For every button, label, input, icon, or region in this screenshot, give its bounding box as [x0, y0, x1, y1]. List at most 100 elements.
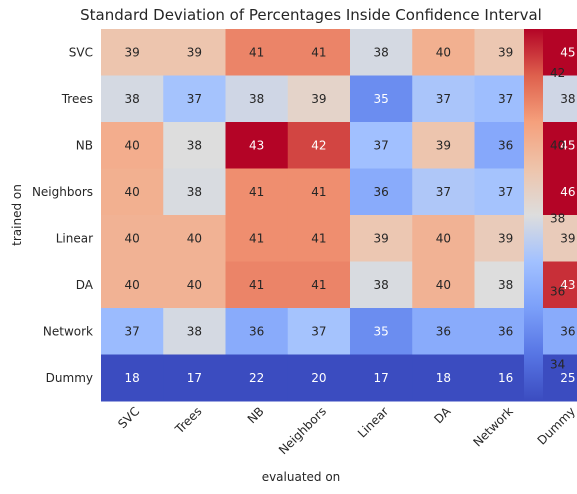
cell-value-label: 36 [560, 324, 575, 338]
y-tick-label: SVC [69, 45, 93, 59]
colorbar-tick-label: 34 [550, 358, 565, 372]
y-tick-label: NB [76, 138, 93, 152]
heatmap-cell [287, 168, 351, 216]
cell-value-label: 41 [249, 45, 264, 59]
cell-value-label: 39 [436, 138, 451, 152]
cell-value-label: 39 [373, 231, 388, 245]
x-tick-label: Linear [355, 404, 391, 440]
heatmap-cell [350, 261, 413, 309]
cell-value-label: 37 [187, 92, 202, 106]
heatmap-cell [225, 261, 289, 309]
heatmap-cell [163, 215, 226, 262]
heatmap-cell [287, 29, 351, 76]
cell-value-label: 43 [560, 278, 575, 292]
heatmap-cell [225, 354, 289, 402]
heatmap-cell [163, 261, 226, 309]
x-tick-label: NB [245, 404, 267, 426]
colorbar-tick-label: 42 [550, 66, 565, 80]
cell-value-label: 37 [373, 138, 388, 152]
cell-value-label: 25 [560, 371, 575, 385]
heatmap-cell [225, 168, 289, 216]
y-tick-label: Trees [61, 92, 93, 106]
cell-value-label: 40 [124, 231, 139, 245]
cell-value-label: 37 [436, 92, 451, 106]
cell-value-label: 41 [249, 278, 264, 292]
heatmap-cell [350, 308, 413, 355]
heatmap-cell [350, 215, 413, 262]
cell-value-label: 38 [560, 92, 575, 106]
cell-value-label: 40 [124, 185, 139, 199]
heatmap-cell [225, 75, 289, 123]
heatmap-cell [101, 29, 164, 76]
heatmap-cells: 39 39 41 41 38 40 39 45 38 37 38 39 35 37 37 38 40 38 43 42… [101, 29, 577, 402]
heatmap-cell [101, 261, 164, 309]
cell-value-label: 36 [249, 324, 264, 338]
cell-value-label: 38 [249, 92, 264, 106]
heatmap-cell [225, 215, 289, 262]
cell-value-label: 39 [311, 92, 326, 106]
heatmap-cell [536, 215, 577, 262]
cell-value-label: 17 [373, 371, 388, 385]
heatmap-cell [536, 75, 577, 123]
y-tick-label: Network [43, 324, 93, 338]
cell-value-label: 18 [436, 371, 451, 385]
heatmap-cell [225, 122, 289, 169]
y-tick-label: DA [76, 278, 94, 292]
cell-value-label: 20 [311, 371, 326, 385]
cell-value-label: 22 [249, 371, 264, 385]
y-axis-label: trained on [10, 184, 24, 246]
heatmap-cell [101, 122, 164, 169]
cell-value-label: 38 [498, 278, 513, 292]
cell-value-label: 38 [187, 185, 202, 199]
heatmap-cell [536, 29, 577, 76]
y-tick-label: Neighbors [32, 185, 93, 199]
cell-value-label: 16 [498, 371, 513, 385]
cell-value-label: 41 [311, 45, 326, 59]
cell-value-label: 41 [311, 278, 326, 292]
heatmap-cell [287, 354, 351, 402]
cell-value-label: 40 [124, 278, 139, 292]
heatmap-cell [287, 215, 351, 262]
cell-value-label: 41 [249, 231, 264, 245]
cell-value-label: 45 [560, 45, 575, 59]
colorbar: 34 36 38 40 42 [524, 29, 565, 401]
heatmap-cell [536, 354, 577, 402]
x-tick-label: Trees [172, 404, 205, 437]
cell-value-label: 17 [187, 371, 202, 385]
heatmap-cell [350, 75, 413, 123]
heatmap-cell [163, 75, 226, 123]
cell-value-label: 37 [124, 324, 139, 338]
x-tick-label: Neighbors [276, 404, 329, 457]
y-tick-label: Dummy [46, 371, 93, 385]
x-tick-label: SVC [115, 404, 142, 431]
cell-value-label: 38 [187, 324, 202, 338]
heatmap-cell [412, 168, 475, 216]
cell-value-label: 36 [498, 138, 513, 152]
heatmap-cell [101, 168, 164, 216]
heatmap-cell [101, 75, 164, 123]
heatmap-cell [287, 308, 351, 355]
heatmap-cell [163, 29, 226, 76]
cell-value-label: 18 [124, 371, 139, 385]
heatmap-cell [101, 215, 164, 262]
cell-value-label: 41 [249, 185, 264, 199]
cell-value-label: 43 [249, 138, 264, 152]
cell-value-label: 46 [560, 185, 575, 199]
cell-value-label: 40 [436, 278, 451, 292]
cell-value-label: 39 [498, 45, 513, 59]
cell-value-label: 35 [373, 324, 388, 338]
colorbar-tick-label: 40 [550, 139, 565, 153]
cell-value-label: 37 [311, 324, 326, 338]
heatmap-cell [412, 354, 475, 402]
heatmap-cell [412, 308, 475, 355]
x-tick-label: DA [431, 404, 454, 427]
heatmap-cell [287, 122, 351, 169]
heatmap-cell [350, 29, 413, 76]
cell-value-label: 37 [436, 185, 451, 199]
cell-value-label: 36 [436, 324, 451, 338]
heatmap-cell [536, 261, 577, 309]
cell-value-label: 39 [187, 45, 202, 59]
cell-value-label: 40 [436, 45, 451, 59]
heatmap-cell [163, 122, 226, 169]
